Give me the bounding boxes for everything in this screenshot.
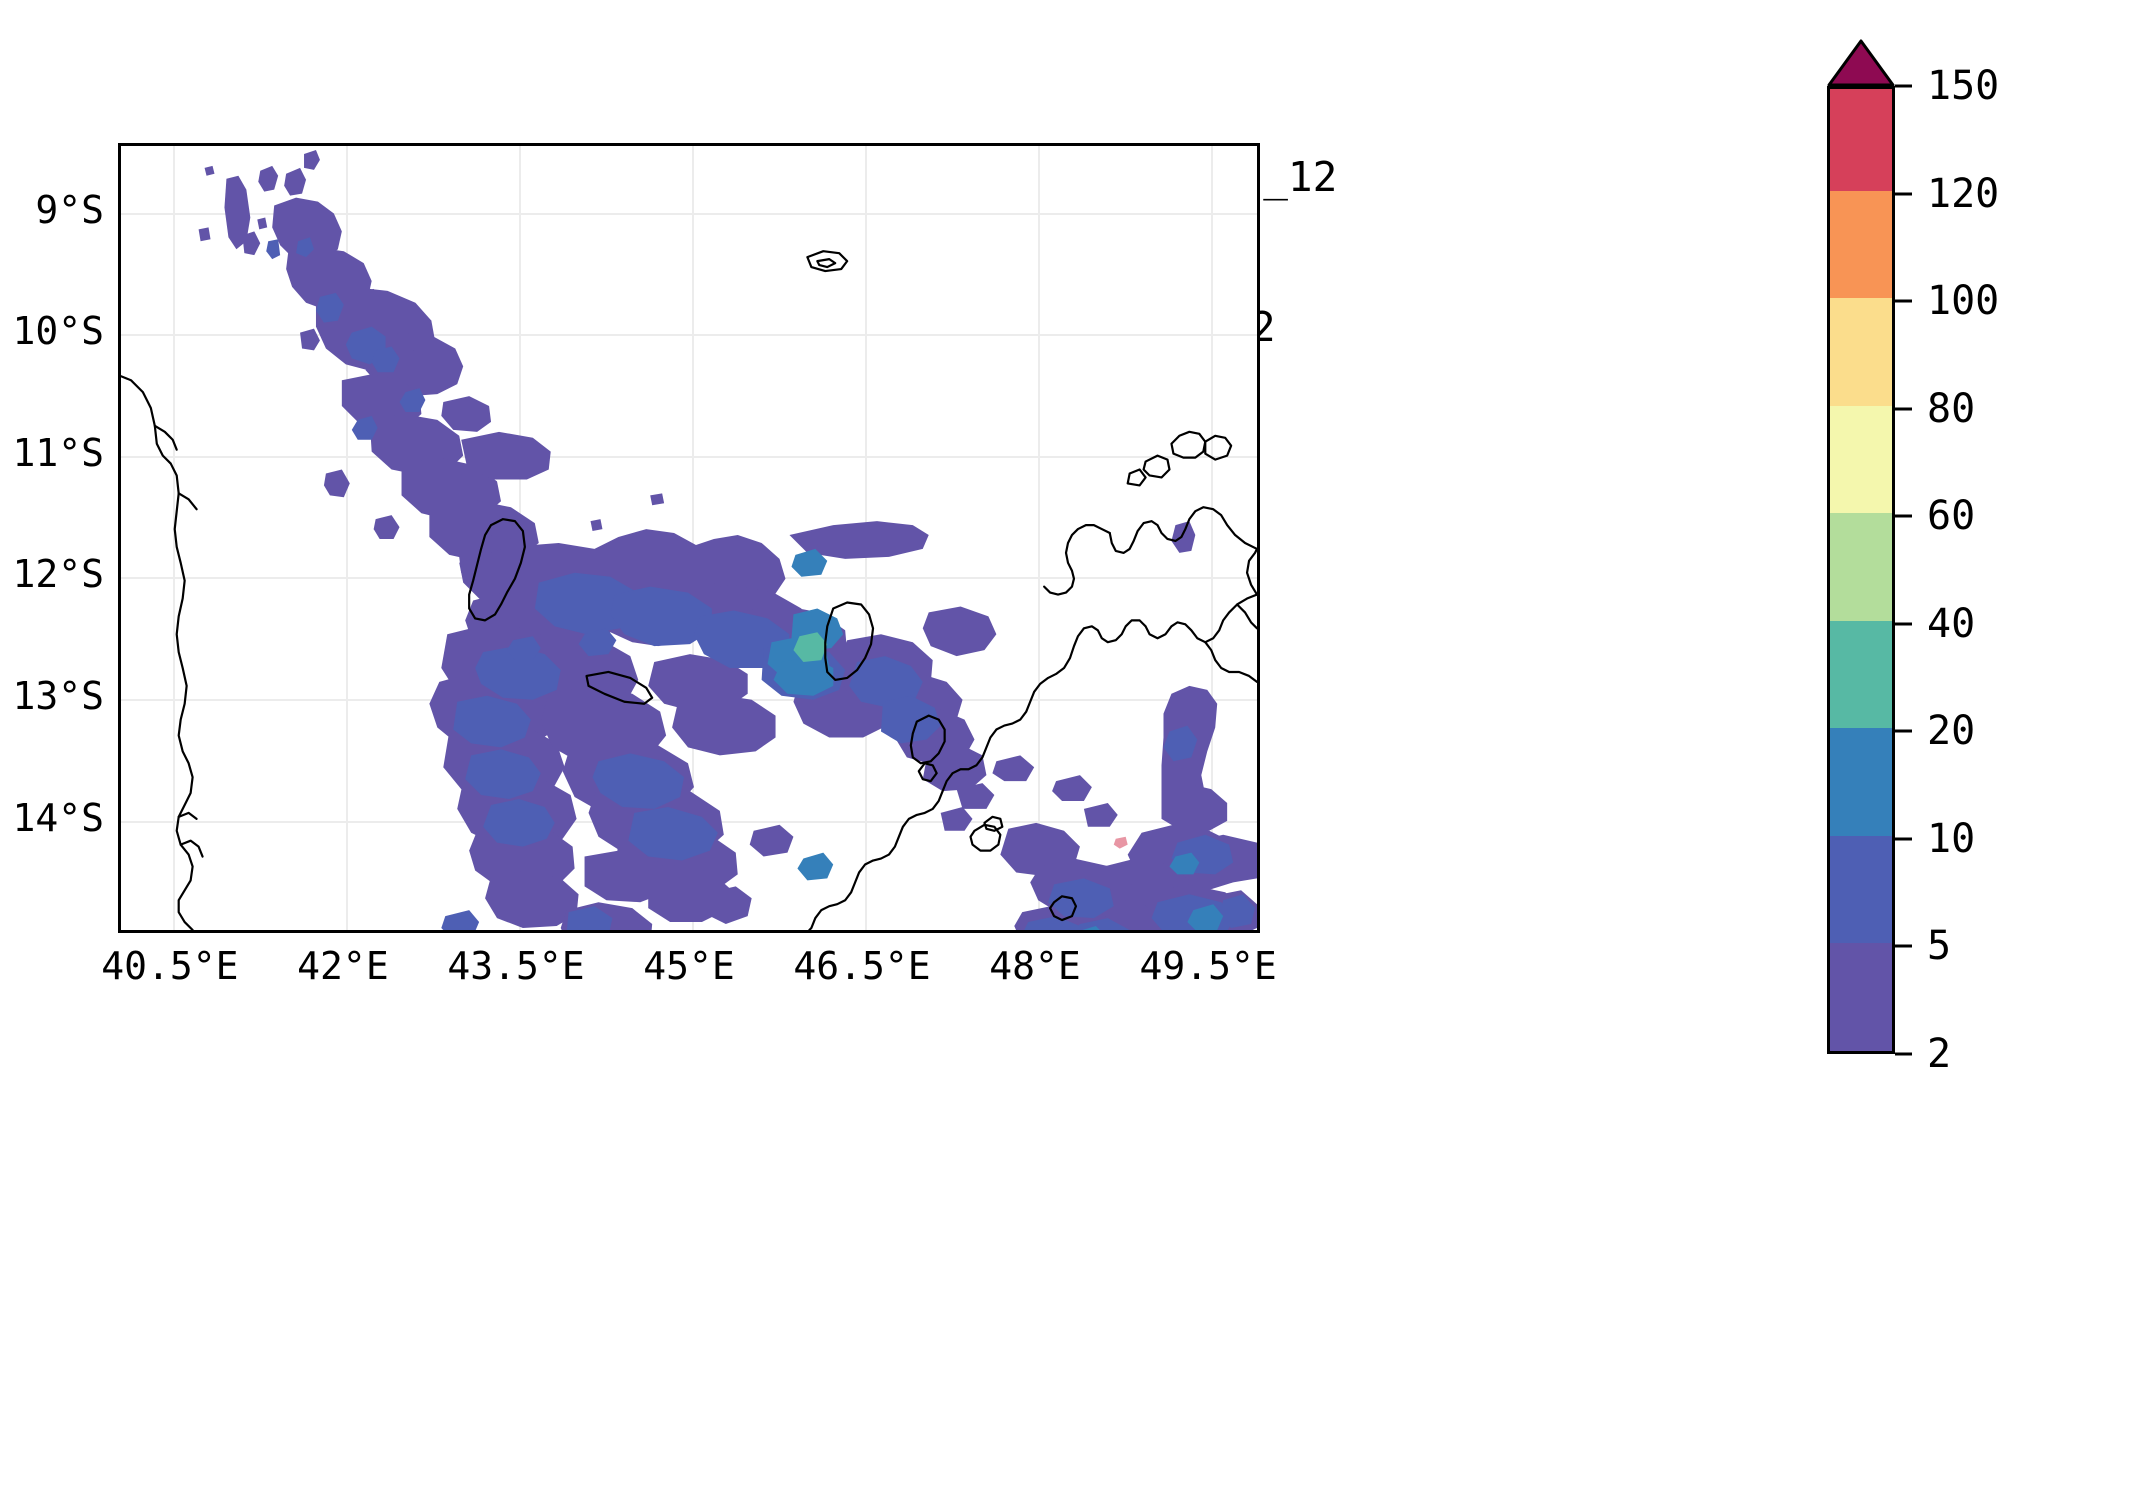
colorbar-band-5-10 <box>1830 834 1892 944</box>
gridline-lon-5 <box>1038 146 1041 930</box>
colorbar-tick-labels: 2 5 10 20 40 60 80 100 120 150 <box>1895 63 2125 1077</box>
y-axis-ticks: 9°S 10°S 11°S 12°S 13°S 14°S <box>0 143 104 933</box>
colorbar-tick-mark-80 <box>1895 407 1912 411</box>
colorbar-tick-label-150: 150 <box>1927 63 2000 109</box>
colorbar-tick-mark-10 <box>1895 837 1912 841</box>
y-tick-label-2: 11°S <box>12 430 104 475</box>
x-tick-label-3: 45°E <box>643 944 735 988</box>
colorbar-band-80-100 <box>1830 297 1892 406</box>
colorbar-band-10-20 <box>1830 727 1892 836</box>
x-tick-label-1: 42°E <box>297 944 389 988</box>
x-axis-ticks: 40.5°E 42°E 43.5°E 45°E 46.5°E 48°E 49.5°E <box>101 944 1276 1004</box>
y-tick-label-5: 14°S <box>12 795 104 840</box>
colorbar-tick-mark-150 <box>1895 84 1912 88</box>
colorbar-band-20-40 <box>1830 619 1892 729</box>
colorbar-tick-label-5: 5 <box>1927 923 1952 970</box>
x-tick-label-4: 46.5°E <box>793 944 931 988</box>
colorbar-tick-label-100: 100 <box>1927 278 2000 325</box>
colorbar-tick-label-80: 80 <box>1927 385 1976 432</box>
colorbar-band-100-120 <box>1830 189 1892 299</box>
map-axes[interactable] <box>118 143 1260 933</box>
y-tick-label-4: 13°S <box>12 674 104 718</box>
gridline-lat-2 <box>121 455 1257 458</box>
gridline-lon-3 <box>692 146 694 930</box>
colorbar-band-40-60 <box>1830 512 1892 621</box>
colorbar-band-120-150 <box>1830 89 1892 191</box>
colorbar-tick-mark-20 <box>1895 729 1912 733</box>
colorbar-band-2-5 <box>1830 942 1892 1051</box>
colorbar-tick-mark-2 <box>1895 1052 1912 1056</box>
gridline-lon-1 <box>345 146 348 930</box>
colorbar[interactable]: 2 5 10 20 40 60 80 100 120 150 <box>1827 39 1999 1077</box>
colorbar-extend-arrow <box>1827 39 1895 87</box>
rain-region-northwest-madagascar <box>1000 521 1257 930</box>
y-tick-label-1: 10°S <box>12 309 104 354</box>
x-tick-label-0: 40.5°E <box>101 944 239 988</box>
colorbar-tick-label-40: 40 <box>1927 600 1976 647</box>
colorbar-tick-label-2: 2 <box>1927 1031 1952 1077</box>
colorbar-tick-mark-60 <box>1895 514 1912 518</box>
colorbar-tick-label-20: 20 <box>1927 708 1976 755</box>
x-tick-label-2: 43.5°E <box>447 944 585 988</box>
x-tick-label-6: 49.5°E <box>1139 944 1277 988</box>
colorbar-tick-label-60: 60 <box>1927 493 1976 540</box>
gridline-lon-0 <box>172 146 175 930</box>
colorbar-tick-mark-120 <box>1895 192 1912 196</box>
y-tick-label-0: 9°S <box>35 187 104 232</box>
colorbar-bands <box>1827 86 1895 1054</box>
map-plot-area <box>121 146 1257 930</box>
x-tick-label-5: 48°E <box>989 944 1081 988</box>
rainfall-field <box>121 149 1257 930</box>
rain-region-northwest-band <box>198 149 687 599</box>
gridline-lon-6 <box>1211 146 1214 930</box>
colorbar-tick-mark-100 <box>1895 299 1912 303</box>
colorbar-tick-mark-5 <box>1895 944 1912 948</box>
colorbar-band-60-80 <box>1830 404 1892 514</box>
y-tick-label-3: 12°S <box>12 552 104 597</box>
coastlines <box>121 250 1257 930</box>
colorbar-tick-mark-40 <box>1895 622 1912 626</box>
gridline-lat-0 <box>121 212 1257 215</box>
rain-region-comoros-cluster <box>429 521 1118 930</box>
colorbar-tick-label-120: 120 <box>1927 170 2000 217</box>
colorbar-tick-label-10: 10 <box>1927 815 1976 862</box>
gridline-lat-1 <box>121 334 1257 337</box>
